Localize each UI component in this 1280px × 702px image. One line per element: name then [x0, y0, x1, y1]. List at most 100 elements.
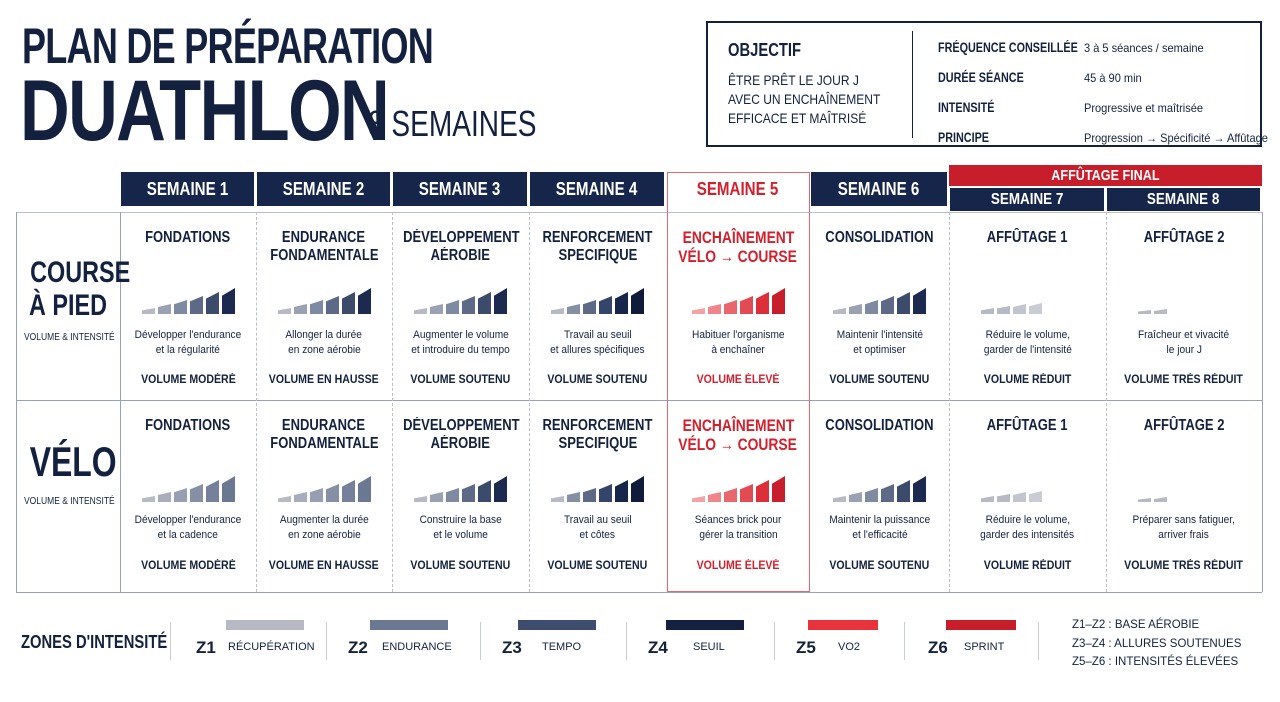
plan-cell: AFFÛTAGE 1 Réduire le volume, garder de l'… — [949, 212, 1106, 400]
intensity-bar — [708, 492, 721, 502]
zone-code-z1: Z1 — [196, 638, 216, 657]
intensity-bar — [756, 480, 769, 502]
column-divider — [529, 212, 530, 592]
intensity-bars — [551, 284, 644, 314]
intensity-bar — [326, 296, 339, 314]
cell-volume: VOLUME SOUTENU — [547, 374, 648, 386]
intensity-bar — [1154, 497, 1167, 502]
zone-swatch-z3 — [518, 620, 596, 630]
plan-cell: DÉVELOPPEMENT AÉROBIE Construire la base et… — [392, 400, 529, 592]
intensity-bar — [278, 496, 291, 502]
week-header-8: SEMAINE 8 — [1107, 188, 1260, 211]
cell-description: Travail au seuil et côtes — [563, 514, 632, 541]
intensity-bar — [708, 304, 721, 314]
cell-volume: VOLUME RÉDUIT — [983, 374, 1072, 386]
intensity-bar — [414, 308, 427, 314]
intensity-bar — [865, 300, 878, 314]
zone-note-3: Z5–Z6 : INTENSITÉS ÉLEVÉES — [1072, 656, 1239, 668]
intensity-bar — [494, 288, 507, 314]
intensity-bar — [724, 488, 737, 502]
cell-volume: VOLUME TRÈS RÉDUIT — [1124, 560, 1244, 572]
intensity-bar — [551, 308, 564, 314]
cell-description: Fraîcheur et vivacité le jour J — [1138, 329, 1230, 356]
intensity-bar — [278, 308, 291, 314]
plan-cell: ENCHAÎNEMENT VÉLO → COURSE Habituer l'orga… — [666, 212, 810, 400]
intensity-bar — [913, 288, 926, 314]
zone-code-z6: Z6 — [928, 638, 948, 657]
cell-volume: VOLUME SOUTENU — [829, 560, 930, 572]
intensity-bar — [615, 480, 628, 502]
zone-note-2: Z3–Z4 : ALLURES SOUTENUES — [1072, 638, 1242, 650]
cell-title: ENDURANCE FONDAMENTALE — [269, 417, 379, 452]
intensity-bar — [342, 480, 355, 502]
plan-cell: CONSOLIDATION Maintenir la puissance et l'… — [810, 400, 949, 592]
intensity-bar — [358, 288, 371, 314]
intensity-bar — [772, 288, 785, 314]
week-header-2: SEMAINE 2 — [257, 172, 390, 206]
intensity-bar — [740, 296, 753, 314]
intensity-bar — [206, 292, 219, 314]
intensity-bar — [462, 484, 475, 502]
zone-swatch-z2 — [370, 620, 448, 630]
row-label-running: COURSE À PIED VOLUME & INTENSITÉ — [24, 256, 131, 343]
cell-title: AFFÛTAGE 2 — [1143, 417, 1225, 434]
intensity-bar — [833, 496, 846, 502]
intensity-bar — [1029, 491, 1042, 502]
cell-title: FONDATIONS — [145, 229, 231, 246]
objective-divider — [912, 31, 913, 138]
cell-volume: VOLUME EN HAUSSE — [269, 374, 379, 386]
intensity-bar — [599, 296, 612, 314]
plan-cell: AFFÛTAGE 2 Préparer sans fatiguer, arriver… — [1106, 400, 1262, 592]
intensity-bar — [599, 484, 612, 502]
plan-cell: FONDATIONS Développer l'endurance et la ca… — [120, 400, 256, 592]
intensity-bar — [724, 300, 737, 314]
week-header-4: SEMAINE 4 — [530, 172, 664, 206]
cell-volume: VOLUME SOUTENU — [829, 374, 930, 386]
intensity-bar — [631, 288, 644, 314]
intensity-bar — [158, 492, 171, 502]
intensity-bar — [142, 308, 155, 314]
column-divider — [392, 212, 393, 592]
objective-heading: OBJECTIF — [728, 40, 801, 60]
objective-text: ÊTRE PRÊT LE JOUR J AVEC UN ENCHAÎNEMENT… — [728, 72, 881, 126]
cell-volume: VOLUME ÉLEVÉ — [696, 560, 780, 572]
intensity-bar — [1138, 498, 1151, 502]
intensity-bar — [1013, 304, 1026, 314]
intensity-bars — [981, 284, 1074, 314]
intensity-bars — [414, 284, 507, 314]
intensity-bars — [981, 472, 1074, 502]
zone-label-z2: ENDURANCE — [382, 641, 452, 653]
zone-label-z5: VO2 — [838, 641, 861, 653]
intensity-bar — [615, 292, 628, 314]
intensity-bar — [997, 306, 1010, 314]
intensity-bar — [174, 488, 187, 502]
week-5-highlight — [667, 172, 810, 592]
intensity-bar — [190, 296, 203, 314]
intensity-bar — [631, 476, 644, 502]
grid-top-line — [16, 212, 1262, 213]
intensity-bar — [142, 496, 155, 502]
zone-note-1: Z1–Z2 : BASE AÉROBIE — [1072, 619, 1200, 631]
cell-title: DÉVELOPPEMENT AÉROBIE — [403, 417, 520, 452]
cell-description: Augmenter la durée en zone aérobie — [279, 514, 369, 541]
cell-title: DÉVELOPPEMENT AÉROBIE — [403, 229, 520, 264]
intensity-bar — [849, 304, 862, 314]
cell-volume: VOLUME MODÉRÉ — [140, 374, 236, 386]
intensity-bar — [1154, 309, 1167, 314]
cell-description: Augmenter le volume et introduire du temp… — [411, 329, 510, 356]
intensity-bar — [158, 304, 171, 314]
cell-description: Travail au seuil et allures spécifiques — [550, 329, 645, 356]
duration-label: 8 SEMAINES — [368, 103, 537, 144]
cell-volume: VOLUME ÉLEVÉ — [696, 374, 780, 386]
intensity-bars — [1138, 472, 1231, 502]
intensity-bar — [692, 308, 705, 314]
intensity-bar — [881, 484, 894, 502]
zone-label-z4: SEUIL — [693, 641, 725, 653]
zones-heading: ZONES D'INTENSITÉ — [21, 632, 168, 652]
row-label-cycling: VÉLO VOLUME & INTENSITÉ — [24, 438, 117, 508]
cell-description: Réduire le volume, garder de l'intensité — [983, 329, 1072, 356]
plan-cell: ENCHAÎNEMENT VÉLO → COURSE Séances brick p… — [666, 400, 810, 592]
intensity-bar — [583, 488, 596, 502]
cell-volume: VOLUME RÉDUIT — [983, 560, 1072, 572]
intensity-bar — [756, 292, 769, 314]
